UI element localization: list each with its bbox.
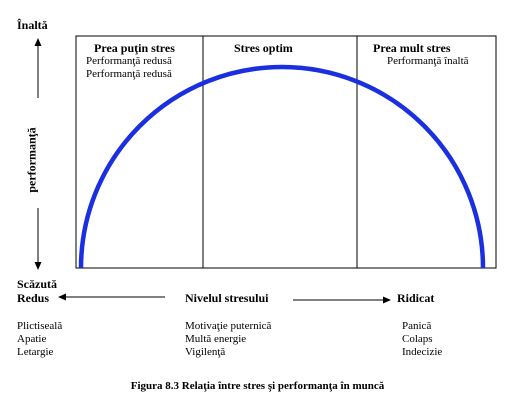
panel-low-stress-line-1: Performanţă redusă [86,55,172,67]
axis-high-stress-label: Ridicat [397,291,435,305]
symptom-item: Vigilenţă [185,346,226,358]
panel-high-stress-title: Prea mult stres [373,41,451,55]
symptom-item: Panică [402,320,432,332]
symptom-item: Plictiseală [17,320,63,332]
diagram-frame [75,35,497,269]
panel-low-stress: Prea puţin stres Performanţă redusă Perf… [86,42,175,81]
symptom-item: Motivaţie puternică [185,320,272,332]
vertical-axis-down-arrow [34,262,42,270]
horizontal-axis-left-arrow [58,293,66,301]
symptom-item: Indecizie [402,346,443,358]
panel-optimal-stress: Stres optim [234,42,293,55]
panel-low-stress-title: Prea puţin stres [94,41,175,55]
performance-curve [78,64,486,269]
axis-high-label: Înaltă [17,18,48,32]
panel-low-stress-line-2: Performanţă redusă [86,68,172,80]
axis-performance-label: performanţă [24,127,39,193]
symptom-item: Apatie [17,333,47,345]
panel-optimal-stress-title: Stres optim [234,41,293,55]
column-high-stress-symptoms: Panică Colaps Indecizie [402,320,442,359]
symptom-item: Colaps [402,333,433,345]
horizontal-axis-right-arrow [383,296,391,304]
axis-stress-level-label: Nivelul stresului [185,291,269,305]
vertical-axis-up-arrow [34,38,42,46]
column-optimal-stress-symptoms: Motivaţie puternică Multă energie Vigile… [185,320,271,359]
column-low-stress-symptoms: Plictiseală Apatie Letargie [17,320,62,359]
symptom-item: Letargie [17,346,54,358]
axis-low-label: Scăzută [17,277,57,291]
axis-low-stress-label: Redus [17,291,50,305]
symptom-item: Multă energie [185,333,247,345]
panel-high-stress-line-1: Performanţă înaltă [387,55,469,67]
panel-high-stress: Prea mult stres Performanţă înaltă [373,42,469,68]
figure-caption: Figura 8.3 Relaţia între stres şi perfor… [130,380,385,392]
